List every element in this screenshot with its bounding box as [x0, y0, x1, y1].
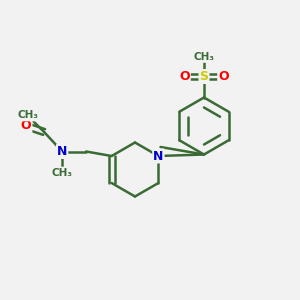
Text: CH₃: CH₃ [17, 110, 38, 121]
Text: CH₃: CH₃ [52, 167, 73, 178]
Text: CH₃: CH₃ [194, 52, 214, 62]
Text: S: S [200, 70, 208, 83]
Text: O: O [21, 119, 32, 133]
Text: N: N [57, 145, 67, 158]
Text: O: O [218, 70, 229, 83]
Text: O: O [179, 70, 190, 83]
Text: N: N [153, 149, 164, 163]
